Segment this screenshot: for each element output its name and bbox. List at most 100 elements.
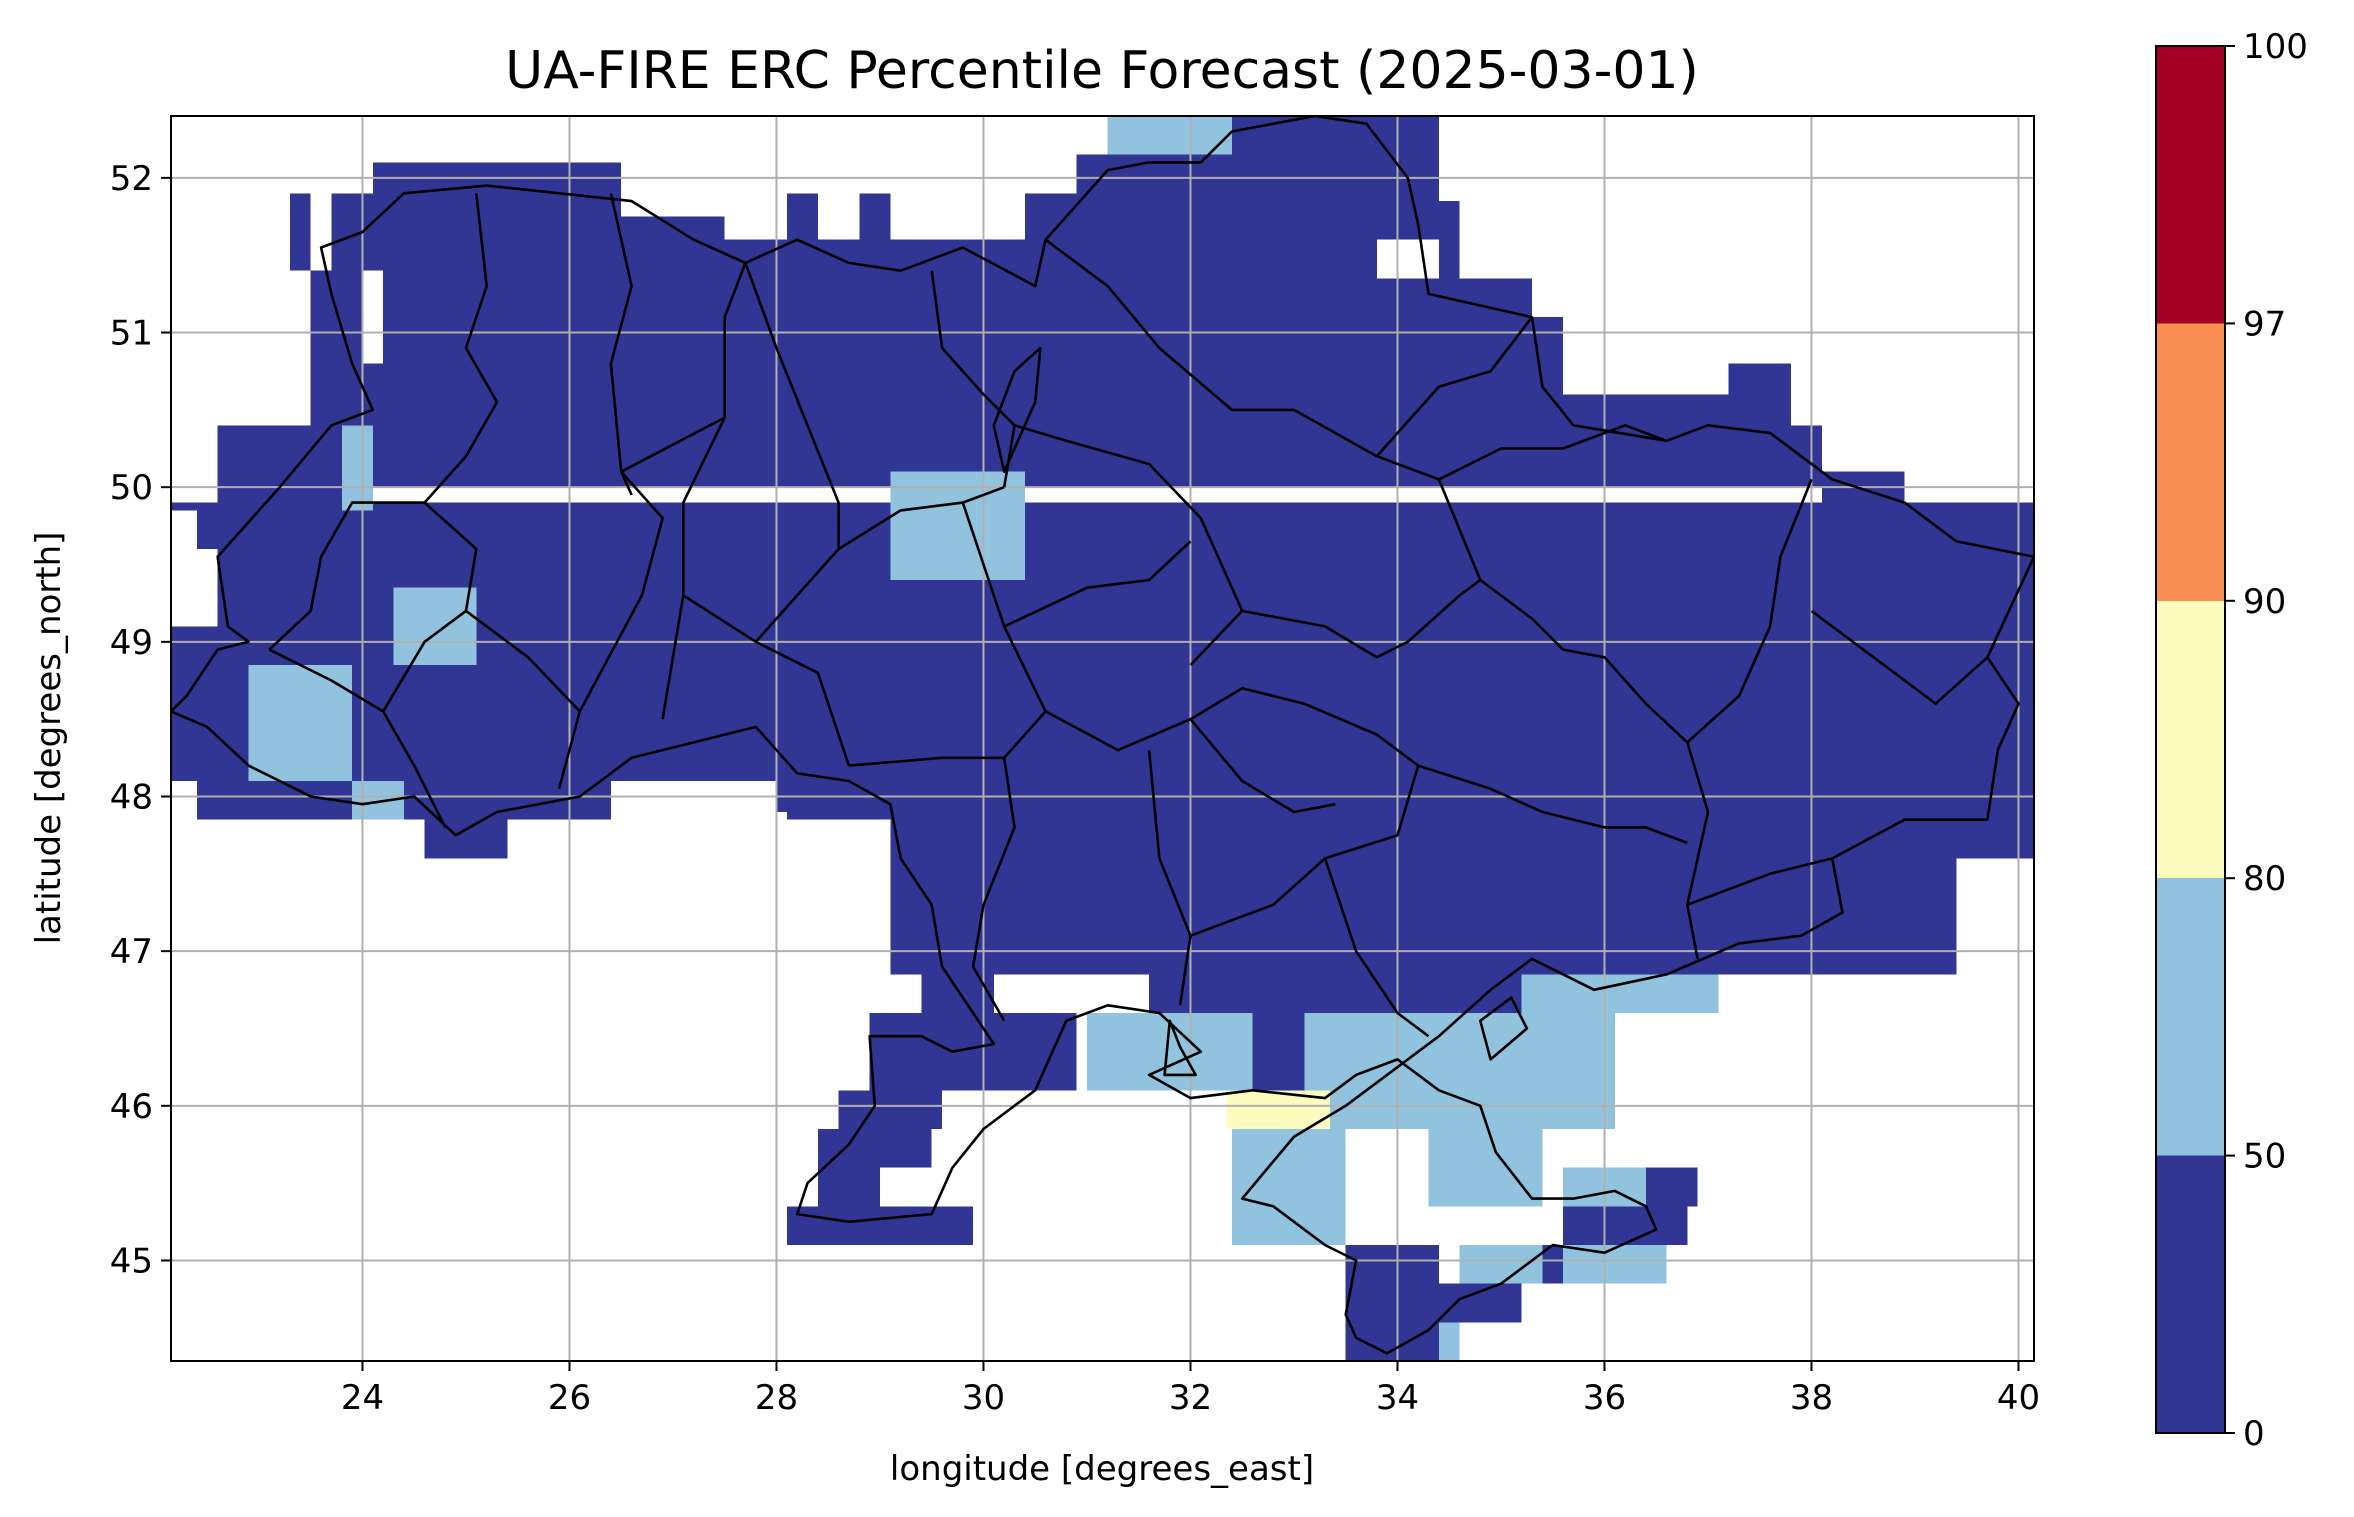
oblast-border: [661, 417, 726, 720]
colorbar-tick-label: 100: [2243, 27, 2308, 67]
percentile-cell-50-80: [1231, 1121, 1346, 1246]
oblast-border: [1147, 749, 1192, 1006]
x-tick-label: 32: [1169, 1378, 1212, 1418]
oblast-border: [754, 485, 1005, 643]
percentile-cell-0-50: [838, 1090, 943, 1130]
percentile-cell-0-50: [1438, 1283, 1522, 1323]
oblast-border: [1438, 424, 1668, 481]
oblast-border: [1241, 578, 1482, 659]
country-border: [171, 116, 2034, 1355]
percentile-cell-0-50: [1221, 116, 1398, 155]
no-data-cell: [171, 510, 197, 627]
percentile-cell-0-50: [1821, 471, 1905, 511]
percentile-cell-50-80: [1459, 1245, 1543, 1284]
axes-frame: [170, 115, 2035, 1362]
percentile-cell-50-80: [393, 587, 477, 666]
percentile-cell-50-80: [1438, 1322, 1460, 1361]
colorbar-segment-97-100: [2156, 46, 2225, 324]
percentile-cell-0-50: [1728, 363, 1791, 488]
percentile-cell-0-50: [879, 1129, 932, 1168]
percentile-cell-0-50: [745, 239, 1108, 263]
percentile-cell-0-50: [1366, 1245, 1439, 1361]
percentile-cell-0-50: [1076, 154, 1377, 194]
percentile-cell-0-50: [1977, 549, 2034, 782]
colorbar-tick-label: 80: [2243, 859, 2286, 899]
x-tick-label: 36: [1583, 1378, 1626, 1418]
y-tick-label: 45: [110, 1241, 153, 1281]
x-tick-label: 24: [341, 1378, 384, 1418]
percentile-cell-50-80: [1563, 1245, 1667, 1284]
x-tick-label: 40: [1997, 1378, 2040, 1418]
oblast-border: [848, 686, 1688, 845]
colorbar: 0 50 80 90 97 100: [2155, 27, 2308, 1454]
y-tick-label: 47: [110, 932, 153, 972]
percentile-cell-0-50: [869, 1013, 1077, 1091]
oblast-border: [1686, 857, 1833, 907]
y-tick-label: 49: [110, 623, 153, 663]
percentile-cell-0-50: [372, 162, 622, 240]
percentile-cell-0-50: [1107, 193, 1377, 488]
percentile-cell-50-80: [1428, 1129, 1543, 1207]
x-tick-label: 38: [1790, 1378, 1833, 1418]
x-axis-ticks: 24 26 28 30 32 34 36 38 40: [341, 1361, 2040, 1418]
oblast-border: [1375, 316, 1534, 458]
colorbar-tick-label: 0: [2243, 1414, 2265, 1454]
percentile-cell-0-50: [403, 781, 611, 820]
percentile-cell-0-50: [1345, 1245, 1367, 1361]
coast-line: [992, 346, 1042, 473]
percentile-cell-0-50: [786, 1206, 974, 1246]
colorbar-tick-label: 97: [2243, 304, 2286, 344]
oblast-border: [1686, 478, 1813, 744]
x-axis-label: longitude [degrees_east]: [890, 1449, 1314, 1489]
percentile-cell-50-80: [248, 665, 353, 782]
oblast-border: [1003, 540, 1192, 628]
x-tick-label: 26: [548, 1378, 591, 1418]
colorbar-ticks: 0 50 80 90 97 100: [2225, 27, 2308, 1454]
percentile-cell-0-50: [1790, 425, 1822, 488]
oblast-border: [1014, 424, 1244, 666]
y-tick-label: 52: [110, 159, 153, 199]
x-tick-label: 28: [755, 1378, 798, 1418]
y-tick-label: 50: [110, 468, 153, 508]
percentile-cell-50-80: [1521, 974, 1719, 1014]
colorbar-segments: [2156, 46, 2225, 1433]
colorbar-tick-label: 90: [2243, 582, 2286, 622]
percentile-raster: [171, 116, 2034, 1361]
colorbar-tick-label: 50: [2243, 1137, 2286, 1177]
y-axis-label: latitude [degrees_north]: [29, 532, 69, 945]
y-tick-label: 46: [110, 1087, 153, 1127]
colorbar-segment-50-80: [2156, 878, 2225, 1156]
no-data-cell: [196, 549, 218, 627]
map-axes: 24 26 28 30 32 34 36 38 40 45 46 47 48 49 50 51 52: [110, 115, 2040, 1418]
oblast-border: [465, 609, 582, 790]
oblast-border: [1686, 742, 1710, 960]
colorbar-segment-90-97: [2156, 323, 2225, 601]
percentile-cell-0-50: [786, 193, 818, 240]
oblast-border: [930, 270, 1016, 488]
gridlines: [171, 116, 2034, 1361]
x-tick-label: 34: [1376, 1378, 1419, 1418]
percentile-cell-0-50: [1563, 1206, 1688, 1246]
no-data-cell: [362, 270, 384, 364]
percentile-cell-0-50: [1645, 1167, 1698, 1207]
colorbar-segment-0-50: [2156, 1155, 2225, 1433]
y-tick-label: 48: [110, 777, 153, 817]
percentile-cell-0-50: [859, 193, 891, 240]
oblast-border: [682, 594, 851, 767]
x-tick-label: 30: [962, 1378, 1005, 1418]
chart-title: UA-FIRE ERC Percentile Forecast (2025-03…: [505, 41, 1699, 101]
percentile-cell-0-50: [424, 819, 508, 859]
coast-line: [1479, 996, 1529, 1061]
percentile-cell-50-80: [1107, 116, 1150, 155]
colorbar-frame: [2155, 45, 2226, 1434]
oblast-border: [1323, 857, 1430, 1038]
percentile-cell-0-50: [817, 1129, 880, 1207]
oblast-border: [971, 757, 1016, 1022]
percentile-cell-0-50: [1304, 974, 1522, 1014]
coast-line: [1163, 1019, 1197, 1077]
oblast-border: [423, 193, 499, 504]
percentile-cell-0-50: [890, 781, 1957, 975]
percentile-cell-50-80: [890, 471, 1025, 580]
colorbar-segment-80-90: [2156, 600, 2225, 879]
